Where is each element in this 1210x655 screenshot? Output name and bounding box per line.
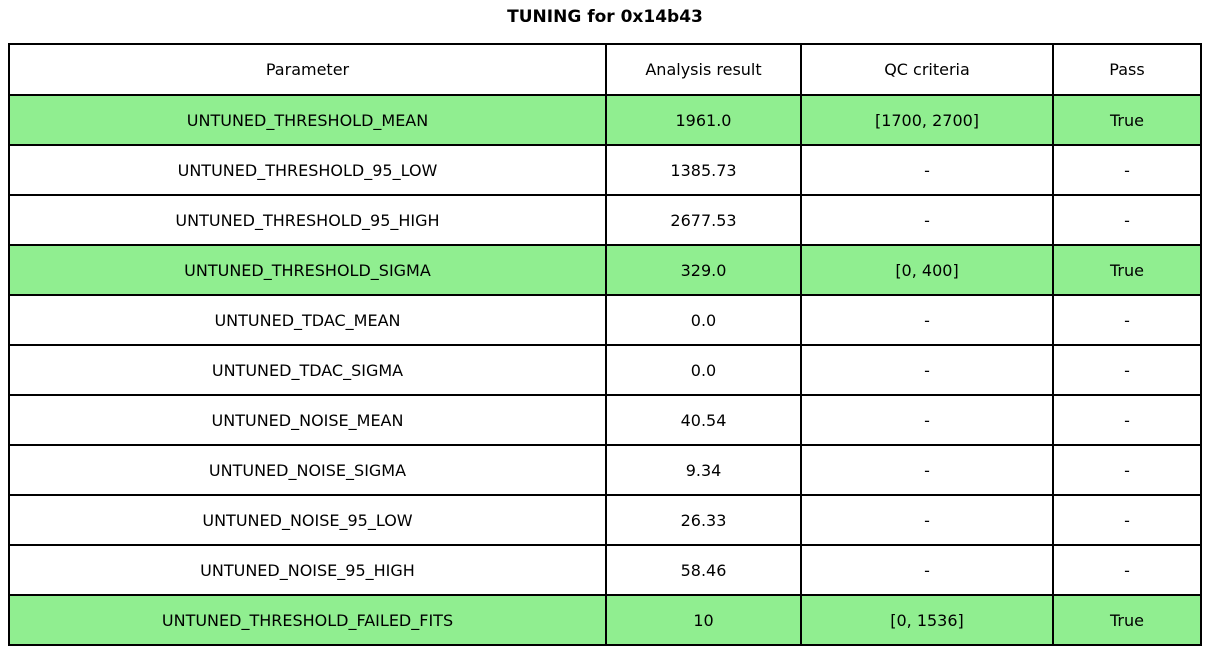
qc-criteria-cell: [0, 1536] bbox=[800, 594, 1054, 646]
qc-criteria-cell: - bbox=[800, 144, 1054, 196]
column-header-parameter: Parameter bbox=[8, 43, 607, 96]
qc-criteria-cell: - bbox=[800, 394, 1054, 446]
table-row: UNTUNED_THRESHOLD_95_HIGH 2677.53- - bbox=[8, 194, 1202, 246]
parameter-cell: UNTUNED_TDAC_SIGMA bbox=[8, 344, 607, 396]
pass-cell: - bbox=[1052, 194, 1202, 246]
table-header-row: Parameter Analysis result QC criteria Pa… bbox=[8, 43, 1202, 96]
result-cell: 329.0 bbox=[605, 244, 802, 296]
result-cell: 40.54 bbox=[605, 394, 802, 446]
figure-title: TUNING for 0x14b43 bbox=[507, 7, 703, 27]
pass-cell: True bbox=[1052, 94, 1202, 146]
parameter-cell: UNTUNED_TDAC_MEAN bbox=[8, 294, 607, 346]
pass-cell: - bbox=[1052, 494, 1202, 546]
table-body: UNTUNED_THRESHOLD_MEAN 1961.0 [1700, 2700]… bbox=[8, 94, 1202, 646]
qc-criteria-cell: - bbox=[800, 444, 1054, 496]
parameter-cell: UNTUNED_THRESHOLD_MEAN bbox=[8, 94, 607, 146]
pass-cell: - bbox=[1052, 344, 1202, 396]
result-cell: 9.34 bbox=[605, 444, 802, 496]
table-row: UNTUNED_TDAC_MEAN 0.0- - bbox=[8, 294, 1202, 346]
pass-cell: - bbox=[1052, 444, 1202, 496]
pass-cell: - bbox=[1052, 144, 1202, 196]
pass-cell: - bbox=[1052, 544, 1202, 596]
table-row: UNTUNED_NOISE_95_HIGH 58.46- - bbox=[8, 544, 1202, 596]
qc-criteria-cell: - bbox=[800, 494, 1054, 546]
table-row: UNTUNED_THRESHOLD_MEAN 1961.0 [1700, 2700]… bbox=[8, 94, 1202, 146]
qc-criteria-cell: [0, 400] bbox=[800, 244, 1054, 296]
qc-criteria-cell: [1700, 2700] bbox=[800, 94, 1054, 146]
result-cell: 10 bbox=[605, 594, 802, 646]
qc-criteria-cell: - bbox=[800, 294, 1054, 346]
pass-cell: True bbox=[1052, 594, 1202, 646]
table-row: UNTUNED_THRESHOLD_95_LOW 1385.73- - bbox=[8, 144, 1202, 196]
table-row: UNTUNED_NOISE_SIGMA 9.34- - bbox=[8, 444, 1202, 496]
result-cell: 58.46 bbox=[605, 544, 802, 596]
parameter-cell: UNTUNED_NOISE_MEAN bbox=[8, 394, 607, 446]
result-cell: 1385.73 bbox=[605, 144, 802, 196]
qc-criteria-cell: - bbox=[800, 544, 1054, 596]
table-row: UNTUNED_NOISE_MEAN 40.54- - bbox=[8, 394, 1202, 446]
parameter-cell: UNTUNED_NOISE_95_LOW bbox=[8, 494, 607, 546]
parameter-cell: UNTUNED_THRESHOLD_FAILED_FITS bbox=[8, 594, 607, 646]
table-row: UNTUNED_THRESHOLD_SIGMA 329.0 [0, 400] True bbox=[8, 244, 1202, 296]
qc-table: Parameter Analysis result QC criteria Pa… bbox=[8, 43, 1202, 646]
parameter-cell: UNTUNED_THRESHOLD_95_LOW bbox=[8, 144, 607, 196]
table-row: UNTUNED_TDAC_SIGMA 0.0- - bbox=[8, 344, 1202, 396]
result-cell: 26.33 bbox=[605, 494, 802, 546]
column-header-analysis-result: Analysis result bbox=[605, 43, 802, 96]
pass-cell: True bbox=[1052, 244, 1202, 296]
result-cell: 2677.53 bbox=[605, 194, 802, 246]
result-cell: 1961.0 bbox=[605, 94, 802, 146]
qc-criteria-cell: - bbox=[800, 344, 1054, 396]
pass-cell: - bbox=[1052, 294, 1202, 346]
parameter-cell: UNTUNED_THRESHOLD_95_HIGH bbox=[8, 194, 607, 246]
column-header-pass: Pass bbox=[1052, 43, 1202, 96]
column-header-qc-criteria: QC criteria bbox=[800, 43, 1054, 96]
pass-cell: - bbox=[1052, 394, 1202, 446]
parameter-cell: UNTUNED_NOISE_95_HIGH bbox=[8, 544, 607, 596]
result-cell: 0.0 bbox=[605, 344, 802, 396]
qc-criteria-cell: - bbox=[800, 194, 1054, 246]
parameter-cell: UNTUNED_THRESHOLD_SIGMA bbox=[8, 244, 607, 296]
result-cell: 0.0 bbox=[605, 294, 802, 346]
table-row: UNTUNED_NOISE_95_LOW 26.33- - bbox=[8, 494, 1202, 546]
table-row: UNTUNED_THRESHOLD_FAILED_FITS 10 [0, 1536]… bbox=[8, 594, 1202, 646]
parameter-cell: UNTUNED_NOISE_SIGMA bbox=[8, 444, 607, 496]
